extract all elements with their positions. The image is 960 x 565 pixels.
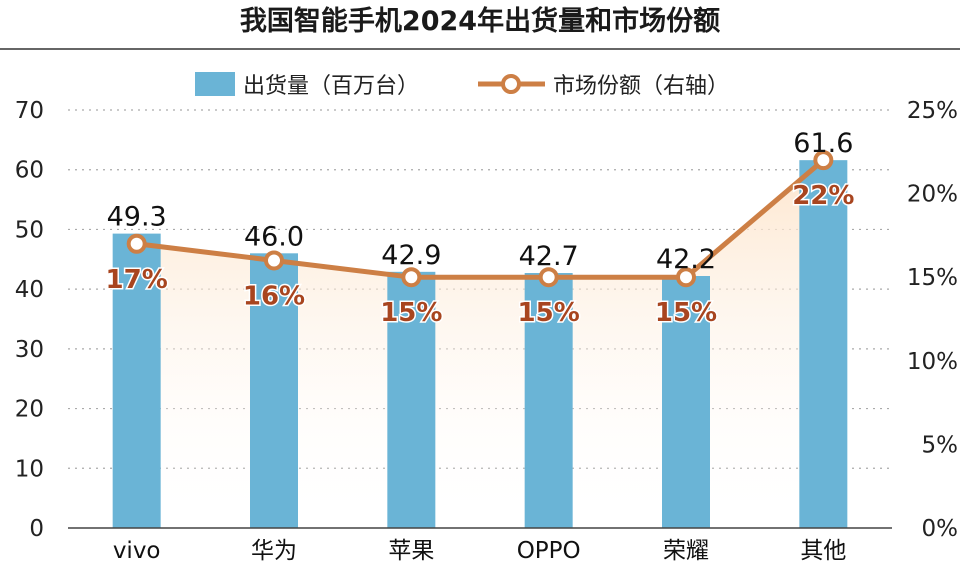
- bar-value-label: 61.6: [793, 128, 853, 159]
- category-label: OPPO: [517, 538, 581, 564]
- category-label: 苹果: [388, 538, 434, 564]
- y-axis-right: 0% 5% 10% 15% 20% 25%: [907, 98, 958, 542]
- bar: [387, 271, 436, 528]
- market-share-label: 16%: [243, 281, 305, 311]
- bar-value-label: 42.9: [381, 240, 441, 271]
- market-share-label: 15%: [518, 298, 580, 328]
- legend-bar-swatch: [195, 72, 235, 96]
- bar: [662, 276, 710, 528]
- y-left-tick-label: 70: [15, 98, 44, 124]
- y-right-tick-label: 15%: [907, 265, 958, 291]
- data-labels: 49.3 46.0 42.9 42.7 42.2 61.6 17% 16% 15% 15% 15% 2…: [104, 128, 856, 330]
- legend: 出货量（百万台） 市场份额（右轴）: [195, 72, 729, 99]
- category-label: 其他: [800, 538, 846, 564]
- y-right-tick-label: 5%: [922, 432, 959, 458]
- y-left-tick-label: 0: [29, 516, 44, 542]
- bar-value-label: 42.2: [656, 244, 716, 275]
- bar: [524, 273, 573, 528]
- y-left-tick-label: 50: [15, 217, 44, 243]
- bar: [112, 233, 161, 528]
- line-point: [126, 233, 147, 254]
- chart-title: 我国智能手机2024年出货量和市场份额: [240, 5, 720, 37]
- y-left-tick-label: 30: [15, 337, 44, 363]
- legend-line-label: 市场份额（右轴）: [553, 74, 729, 99]
- market-share-area: [136, 160, 824, 528]
- market-share-label: 15%: [380, 298, 442, 328]
- bar-value-label: 42.7: [519, 241, 579, 272]
- bar-value-label: 49.3: [107, 202, 167, 233]
- x-axis-categories: vivo 华为 苹果 OPPO 荣耀 其他: [113, 538, 847, 564]
- line-markers: [126, 150, 834, 288]
- legend-line-marker: [501, 74, 521, 94]
- y-left-tick-label: 60: [15, 158, 44, 184]
- category-label: 荣耀: [663, 538, 709, 564]
- bar: [250, 253, 298, 529]
- y-left-tick-label: 40: [15, 277, 44, 303]
- market-share-label: 15%: [655, 298, 717, 328]
- y-left-tick-label: 20: [15, 397, 44, 423]
- line-point: [676, 267, 696, 288]
- y-right-tick-label: 20%: [907, 182, 958, 208]
- market-share-label: 22%: [792, 181, 854, 211]
- legend-bar-label: 出货量（百万台）: [243, 74, 419, 99]
- category-label: 华为: [251, 538, 297, 564]
- market-share-label: 17%: [106, 265, 168, 295]
- y-left-tick-label: 10: [15, 456, 44, 482]
- bar-value-label: 46.0: [244, 221, 304, 252]
- y-right-tick-label: 10%: [907, 349, 958, 375]
- y-axis-left: 0 10 20 30 40 50 60 70: [15, 98, 44, 542]
- category-label: vivo: [113, 538, 161, 564]
- bars: [112, 160, 848, 529]
- y-right-tick-label: 25%: [907, 98, 958, 124]
- line-point: [264, 250, 284, 271]
- market-share-line: [134, 157, 826, 280]
- bar: [799, 160, 848, 528]
- y-right-tick-label: 0%: [922, 516, 959, 542]
- line-point: [401, 267, 422, 288]
- line-point: [813, 150, 834, 171]
- line-point: [538, 267, 559, 288]
